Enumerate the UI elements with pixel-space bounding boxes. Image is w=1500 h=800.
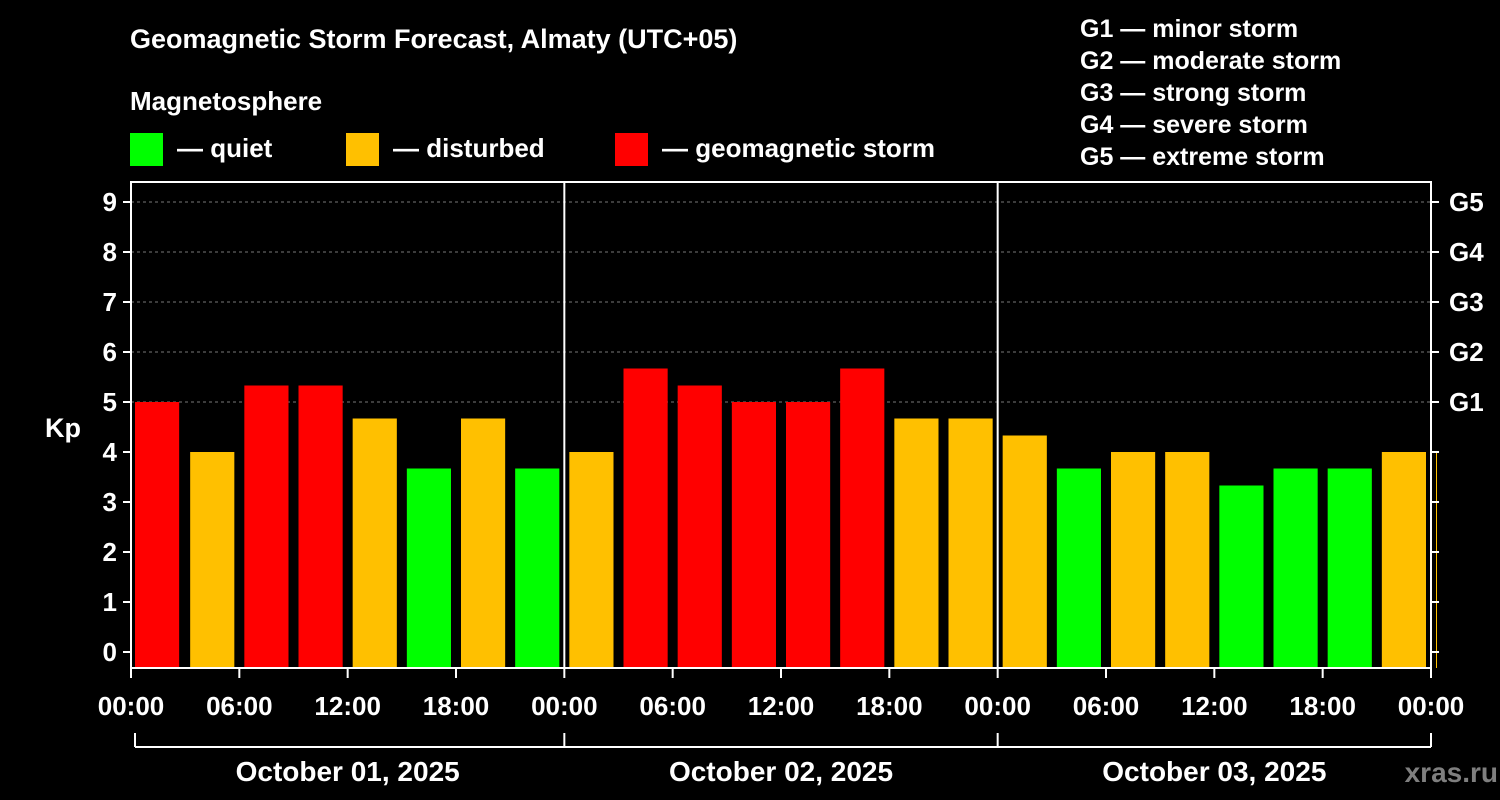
x-tick-label: 06:00 [1073, 691, 1140, 721]
kp-bar-storm [244, 385, 289, 668]
legend-swatch-disturbed [346, 133, 379, 166]
x-tick-label: 06:00 [206, 691, 273, 721]
legend-label-quiet: — quiet [177, 133, 273, 163]
kp-bar-quiet [1273, 468, 1318, 668]
g-scale-g1: G1 — minor storm [1080, 15, 1298, 43]
legend-title: Magnetosphere [130, 86, 322, 116]
kp-bar-quiet [1327, 468, 1372, 668]
kp-bar-disturbed [190, 452, 235, 668]
bars [135, 368, 1437, 668]
y-tick-label: 1 [103, 587, 117, 617]
kp-bar-quiet [406, 468, 451, 668]
kp-bar-disturbed [1002, 435, 1047, 668]
y-tick-label: 4 [103, 437, 118, 467]
g-level-label: G4 [1449, 237, 1484, 267]
x-tick-label: 12:00 [314, 691, 381, 721]
kp-bar-quiet [1056, 468, 1101, 668]
kp-bar-disturbed [569, 452, 614, 668]
g-scale-g2: G2 — moderate storm [1080, 47, 1341, 75]
day-label: October 01, 2025 [236, 756, 460, 787]
kp-bar-storm [786, 402, 831, 668]
kp-bar-disturbed [461, 418, 506, 668]
x-tick-label: 00:00 [531, 691, 598, 721]
x-tick-label: 18:00 [856, 691, 923, 721]
kp-bar-disturbed [948, 418, 993, 668]
x-tick-label: 18:00 [423, 691, 490, 721]
y-axis-label: Kp [45, 413, 81, 443]
g-level-label: G3 [1449, 287, 1484, 317]
x-tick-label: 12:00 [1181, 691, 1248, 721]
kp-bar-disturbed [1436, 452, 1437, 668]
kp-bar-disturbed [894, 418, 939, 668]
legend-swatch-storm [615, 133, 648, 166]
y-tick-label: 8 [103, 237, 117, 267]
y-tick-label: 3 [103, 487, 117, 517]
kp-bar-storm [731, 402, 776, 668]
y-tick-label: 2 [103, 537, 117, 567]
kp-bar-storm [298, 385, 343, 668]
grid-lines [131, 201, 1431, 403]
kp-bar-storm [840, 368, 885, 668]
kp-bar-quiet [1219, 485, 1264, 668]
x-tick-label: 00:00 [964, 691, 1031, 721]
legend-label-storm: — geomagnetic storm [662, 133, 935, 163]
watermark: xras.ru [1405, 757, 1498, 788]
day-label: October 03, 2025 [1102, 756, 1326, 787]
y-tick-label: 0 [103, 637, 117, 667]
legend-label-disturbed: — disturbed [393, 133, 545, 163]
tick-labels: 0 1 2 3 4 5 6 7 8 9 G1 G2 G3 G4 G5 00:00 06:00 12:00 18:00… [98, 187, 1484, 787]
g-level-label: G2 [1449, 337, 1484, 367]
kp-bar-storm [623, 368, 668, 668]
y-tick-label: 9 [103, 187, 117, 217]
x-tick-label: 06:00 [639, 691, 706, 721]
day-label: October 02, 2025 [669, 756, 893, 787]
kp-bar-storm [135, 402, 180, 668]
y-tick-label: 6 [103, 337, 117, 367]
kp-bar-quiet [515, 468, 560, 668]
y-tick-label: 7 [103, 287, 117, 317]
kp-bar-disturbed [1165, 452, 1210, 668]
axes [123, 181, 1439, 748]
x-tick-label: 00:00 [98, 691, 165, 721]
g-level-label: G1 [1449, 387, 1484, 417]
legend-swatch-quiet [130, 133, 163, 166]
g-level-label: G5 [1449, 187, 1484, 217]
kp-bar-disturbed [352, 418, 397, 668]
kp-bar-storm [677, 385, 722, 668]
x-tick-label: 00:00 [1398, 691, 1465, 721]
kp-bar-disturbed [1111, 452, 1156, 668]
g-scale-g5: G5 — extreme storm [1080, 143, 1325, 171]
x-tick-label: 18:00 [1289, 691, 1356, 721]
y-tick-label: 5 [103, 387, 117, 417]
chart-title: Geomagnetic Storm Forecast, Almaty (UTC+… [130, 24, 737, 54]
x-tick-label: 12:00 [748, 691, 815, 721]
g-scale-g4: G4 — severe storm [1080, 111, 1308, 139]
g-scale-g3: G3 — strong storm [1080, 79, 1306, 107]
kp-bar-disturbed [1381, 452, 1426, 668]
